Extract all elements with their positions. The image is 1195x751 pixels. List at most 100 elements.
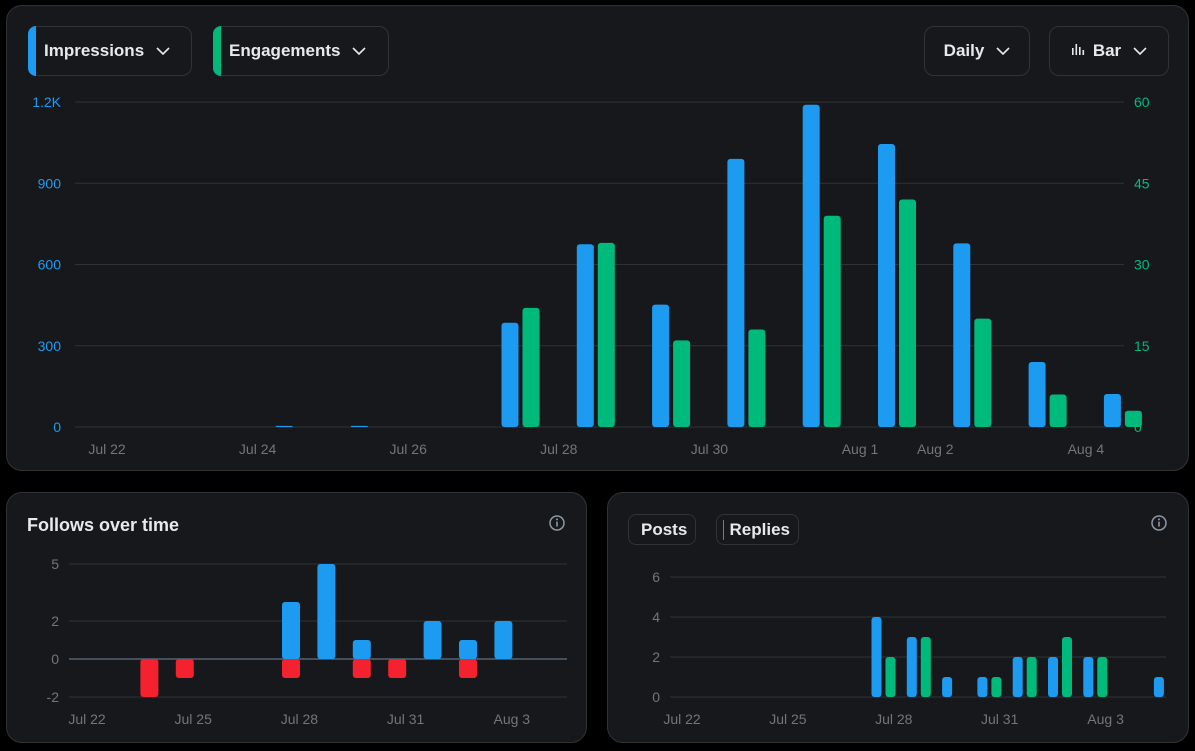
follow-loss-bar: [175, 659, 194, 678]
chevron-down-icon: [352, 46, 367, 56]
engagements-bar: [597, 242, 615, 427]
impressions-bar: [802, 104, 820, 427]
engagements-bar: [522, 307, 540, 427]
posts-bar: [977, 677, 988, 697]
x-tick-label: Jul 22: [663, 711, 701, 727]
engagements-metric-dropdown[interactable]: Engagements: [213, 26, 389, 76]
posts-bar: [1048, 657, 1058, 697]
y-left-tick-label: 0: [53, 419, 61, 435]
y-tick-label: 2: [51, 613, 59, 629]
interval-dropdown[interactable]: Daily: [924, 26, 1030, 76]
impressions-bar: [652, 304, 670, 427]
x-tick-label: Aug 3: [494, 711, 531, 727]
engagements-bar: [899, 199, 916, 427]
x-tick-label: Jul 31: [981, 711, 1019, 727]
posts-replies-chart: 0 2 4 6 Jul 22 Jul 25 Jul 28 Jul 31 Aug 3: [652, 569, 1166, 727]
y-left-tick-label: 600: [38, 257, 62, 273]
impressions-metric-dropdown[interactable]: Impressions: [28, 26, 192, 76]
bar-chart-icon: [1071, 41, 1085, 61]
impressions-color-swatch: [28, 26, 36, 76]
x-tick-label: Aug 2: [917, 441, 954, 457]
engagements-bar: [974, 318, 992, 427]
impressions-bar: [953, 243, 971, 427]
y-right-tick-label: 45: [1134, 175, 1150, 191]
x-tick-label: Jul 30: [691, 441, 729, 457]
x-tick-label: Jul 25: [175, 711, 213, 727]
replies-bar: [1062, 637, 1072, 697]
replies-toggle[interactable]: Replies: [716, 514, 799, 545]
engagements-bar: [673, 340, 691, 427]
engagements-bar: [1049, 394, 1067, 427]
chevron-down-icon: [996, 46, 1010, 56]
y-left-tick-label: 900: [38, 175, 62, 191]
follow-loss-bar: [282, 659, 300, 678]
posts-toggle[interactable]: Posts: [628, 514, 696, 545]
chevron-down-icon: [1133, 46, 1147, 56]
chevron-down-icon: [156, 46, 170, 56]
y-left-tick-label: 300: [38, 338, 62, 354]
follow-gain-bar: [282, 602, 300, 659]
y-tick-label: 0: [652, 689, 660, 705]
follow-loss-bar: [352, 659, 371, 678]
follow-gain-bar: [352, 640, 371, 659]
follows-title: Follows over time: [27, 515, 180, 535]
impressions-bar: [501, 322, 519, 427]
replies-bar: [920, 637, 931, 697]
follow-loss-bar: [140, 659, 159, 697]
follow-loss-bar: [388, 659, 407, 678]
impressions-label: Impressions: [44, 41, 145, 60]
impressions-bar: [878, 143, 895, 427]
x-tick-label: Jul 22: [68, 711, 106, 727]
posts-bar: [906, 637, 917, 697]
posts-bar: [942, 677, 953, 697]
engagements-bar: [823, 215, 841, 427]
x-tick-label: Aug 4: [1068, 441, 1105, 457]
posts-bar: [1012, 657, 1023, 697]
x-tick-label: Jul 25: [769, 711, 807, 727]
engagements-bar: [748, 329, 766, 427]
x-tick-label: Jul 28: [540, 441, 578, 457]
replies-color-swatch: [723, 519, 724, 540]
y-tick-label: 5: [51, 556, 59, 572]
posts-label: Posts: [641, 519, 688, 539]
x-tick-label: Jul 31: [387, 711, 425, 727]
x-tick-label: Jul 22: [88, 441, 126, 457]
posts-bar: [1083, 657, 1094, 697]
info-icon[interactable]: [548, 514, 566, 532]
replies-bar: [1097, 657, 1108, 697]
x-tick-label: Jul 26: [390, 441, 428, 457]
y-tick-label: 2: [652, 649, 660, 665]
follows-chart: 5 2 0 -2 Jul 22 Jul 25 Jul 28 Jul 31 Aug 3: [47, 556, 567, 727]
follow-loss-bar: [459, 659, 477, 678]
y-tick-label: 0: [51, 651, 59, 667]
x-tick-label: Jul 28: [875, 711, 913, 727]
replies-bar: [885, 657, 896, 697]
impressions-bar: [1028, 362, 1046, 427]
follow-gain-bar: [423, 621, 442, 659]
interval-label: Daily: [943, 41, 985, 60]
y-tick-label: 6: [652, 569, 660, 585]
y-tick-label: 4: [652, 609, 660, 625]
chart-type-dropdown[interactable]: Bar: [1049, 26, 1169, 76]
y-left-tick-label: 1.2K: [32, 94, 61, 110]
x-tick-label: Aug 1: [842, 441, 879, 457]
chart-type-label: Bar: [1092, 41, 1122, 60]
posts-bar: [871, 617, 882, 697]
x-tick-label: Jul 28: [281, 711, 319, 727]
impressions-bar: [576, 244, 594, 427]
y-right-tick-label: 15: [1134, 338, 1150, 354]
follow-gain-bar: [494, 621, 513, 659]
x-tick-label: Aug 3: [1087, 711, 1124, 727]
posts-bar: [1153, 677, 1164, 697]
y-tick-label: -2: [47, 689, 60, 705]
follows-card: Follows over time 5 2 0 -2 Jul 22 Jul 25 Jul 2…: [6, 492, 587, 743]
info-icon[interactable]: [1150, 514, 1168, 532]
posts-replies-card: Posts Replies 0 2 4 6 Jul 22 Jul 25 Jul 28 Jul …: [607, 492, 1189, 743]
impressions-engagements-card: Impressions Engagements Daily Bar: [6, 5, 1189, 471]
y-right-tick-label: 60: [1134, 94, 1150, 110]
follow-gain-bar: [459, 640, 477, 659]
engagements-label: Engagements: [229, 41, 341, 60]
impressions-bar: [350, 425, 368, 427]
x-tick-label: Jul 24: [239, 441, 277, 457]
